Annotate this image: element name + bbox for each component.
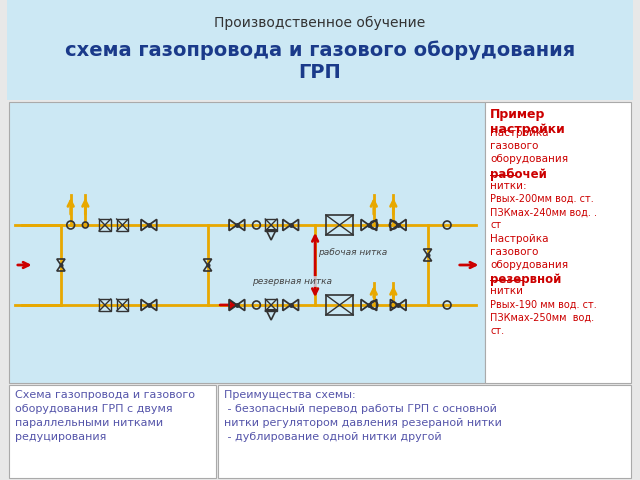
Bar — [218, 385, 631, 478]
Text: рабочая нитка: рабочая нитка — [318, 248, 387, 257]
Bar — [116, 219, 129, 231]
Bar — [326, 295, 353, 315]
Text: рабочей: рабочей — [490, 168, 547, 180]
Text: Настройка: Настройка — [490, 234, 548, 244]
Text: Рвых-200мм вод. ст.: Рвых-200мм вод. ст. — [490, 194, 594, 204]
Bar — [265, 219, 277, 231]
Text: ст: ст — [490, 220, 501, 230]
Text: Настройка: Настройка — [490, 128, 548, 138]
Bar — [485, 102, 631, 383]
Bar — [116, 299, 129, 311]
Text: Производственное обучение: Производственное обучение — [214, 16, 426, 30]
Text: газового: газового — [490, 247, 538, 257]
Text: Рвых-190 мм вод. ст.: Рвых-190 мм вод. ст. — [490, 300, 597, 310]
Bar — [99, 219, 111, 231]
Bar — [99, 299, 111, 311]
Text: газового: газового — [490, 141, 538, 151]
Text: ГРП: ГРП — [299, 62, 341, 82]
Text: резервная нитка: резервная нитка — [252, 277, 332, 286]
Bar — [265, 299, 277, 311]
Text: ПЗКмах-240мм вод. .: ПЗКмах-240мм вод. . — [490, 207, 597, 217]
Text: Пример
настройки: Пример настройки — [490, 108, 565, 136]
Text: оборудования: оборудования — [490, 155, 568, 164]
Text: схема газопровода и газового оборудования: схема газопровода и газового оборудовани… — [65, 40, 575, 60]
Text: нитки: нитки — [490, 287, 523, 296]
Bar — [9, 102, 485, 383]
Text: оборудования: оборудования — [490, 260, 568, 270]
Text: ст.: ст. — [490, 326, 504, 336]
Bar — [7, 0, 633, 100]
Text: ПЗКмах-250мм  вод.: ПЗКмах-250мм вод. — [490, 313, 595, 323]
Bar — [326, 215, 353, 235]
Bar — [9, 385, 216, 478]
Text: Преимущества схемы:
 - безопасный перевод работы ГРП с основной
нитки регуляторо: Преимущества схемы: - безопасный перевод… — [224, 390, 502, 442]
Text: резервной: резервной — [490, 273, 561, 286]
Text: нитки:: нитки: — [490, 181, 527, 191]
Text: Схема газопровода и газового
оборудования ГРП с двумя
параллельными нитками
реду: Схема газопровода и газового оборудовани… — [15, 390, 195, 442]
